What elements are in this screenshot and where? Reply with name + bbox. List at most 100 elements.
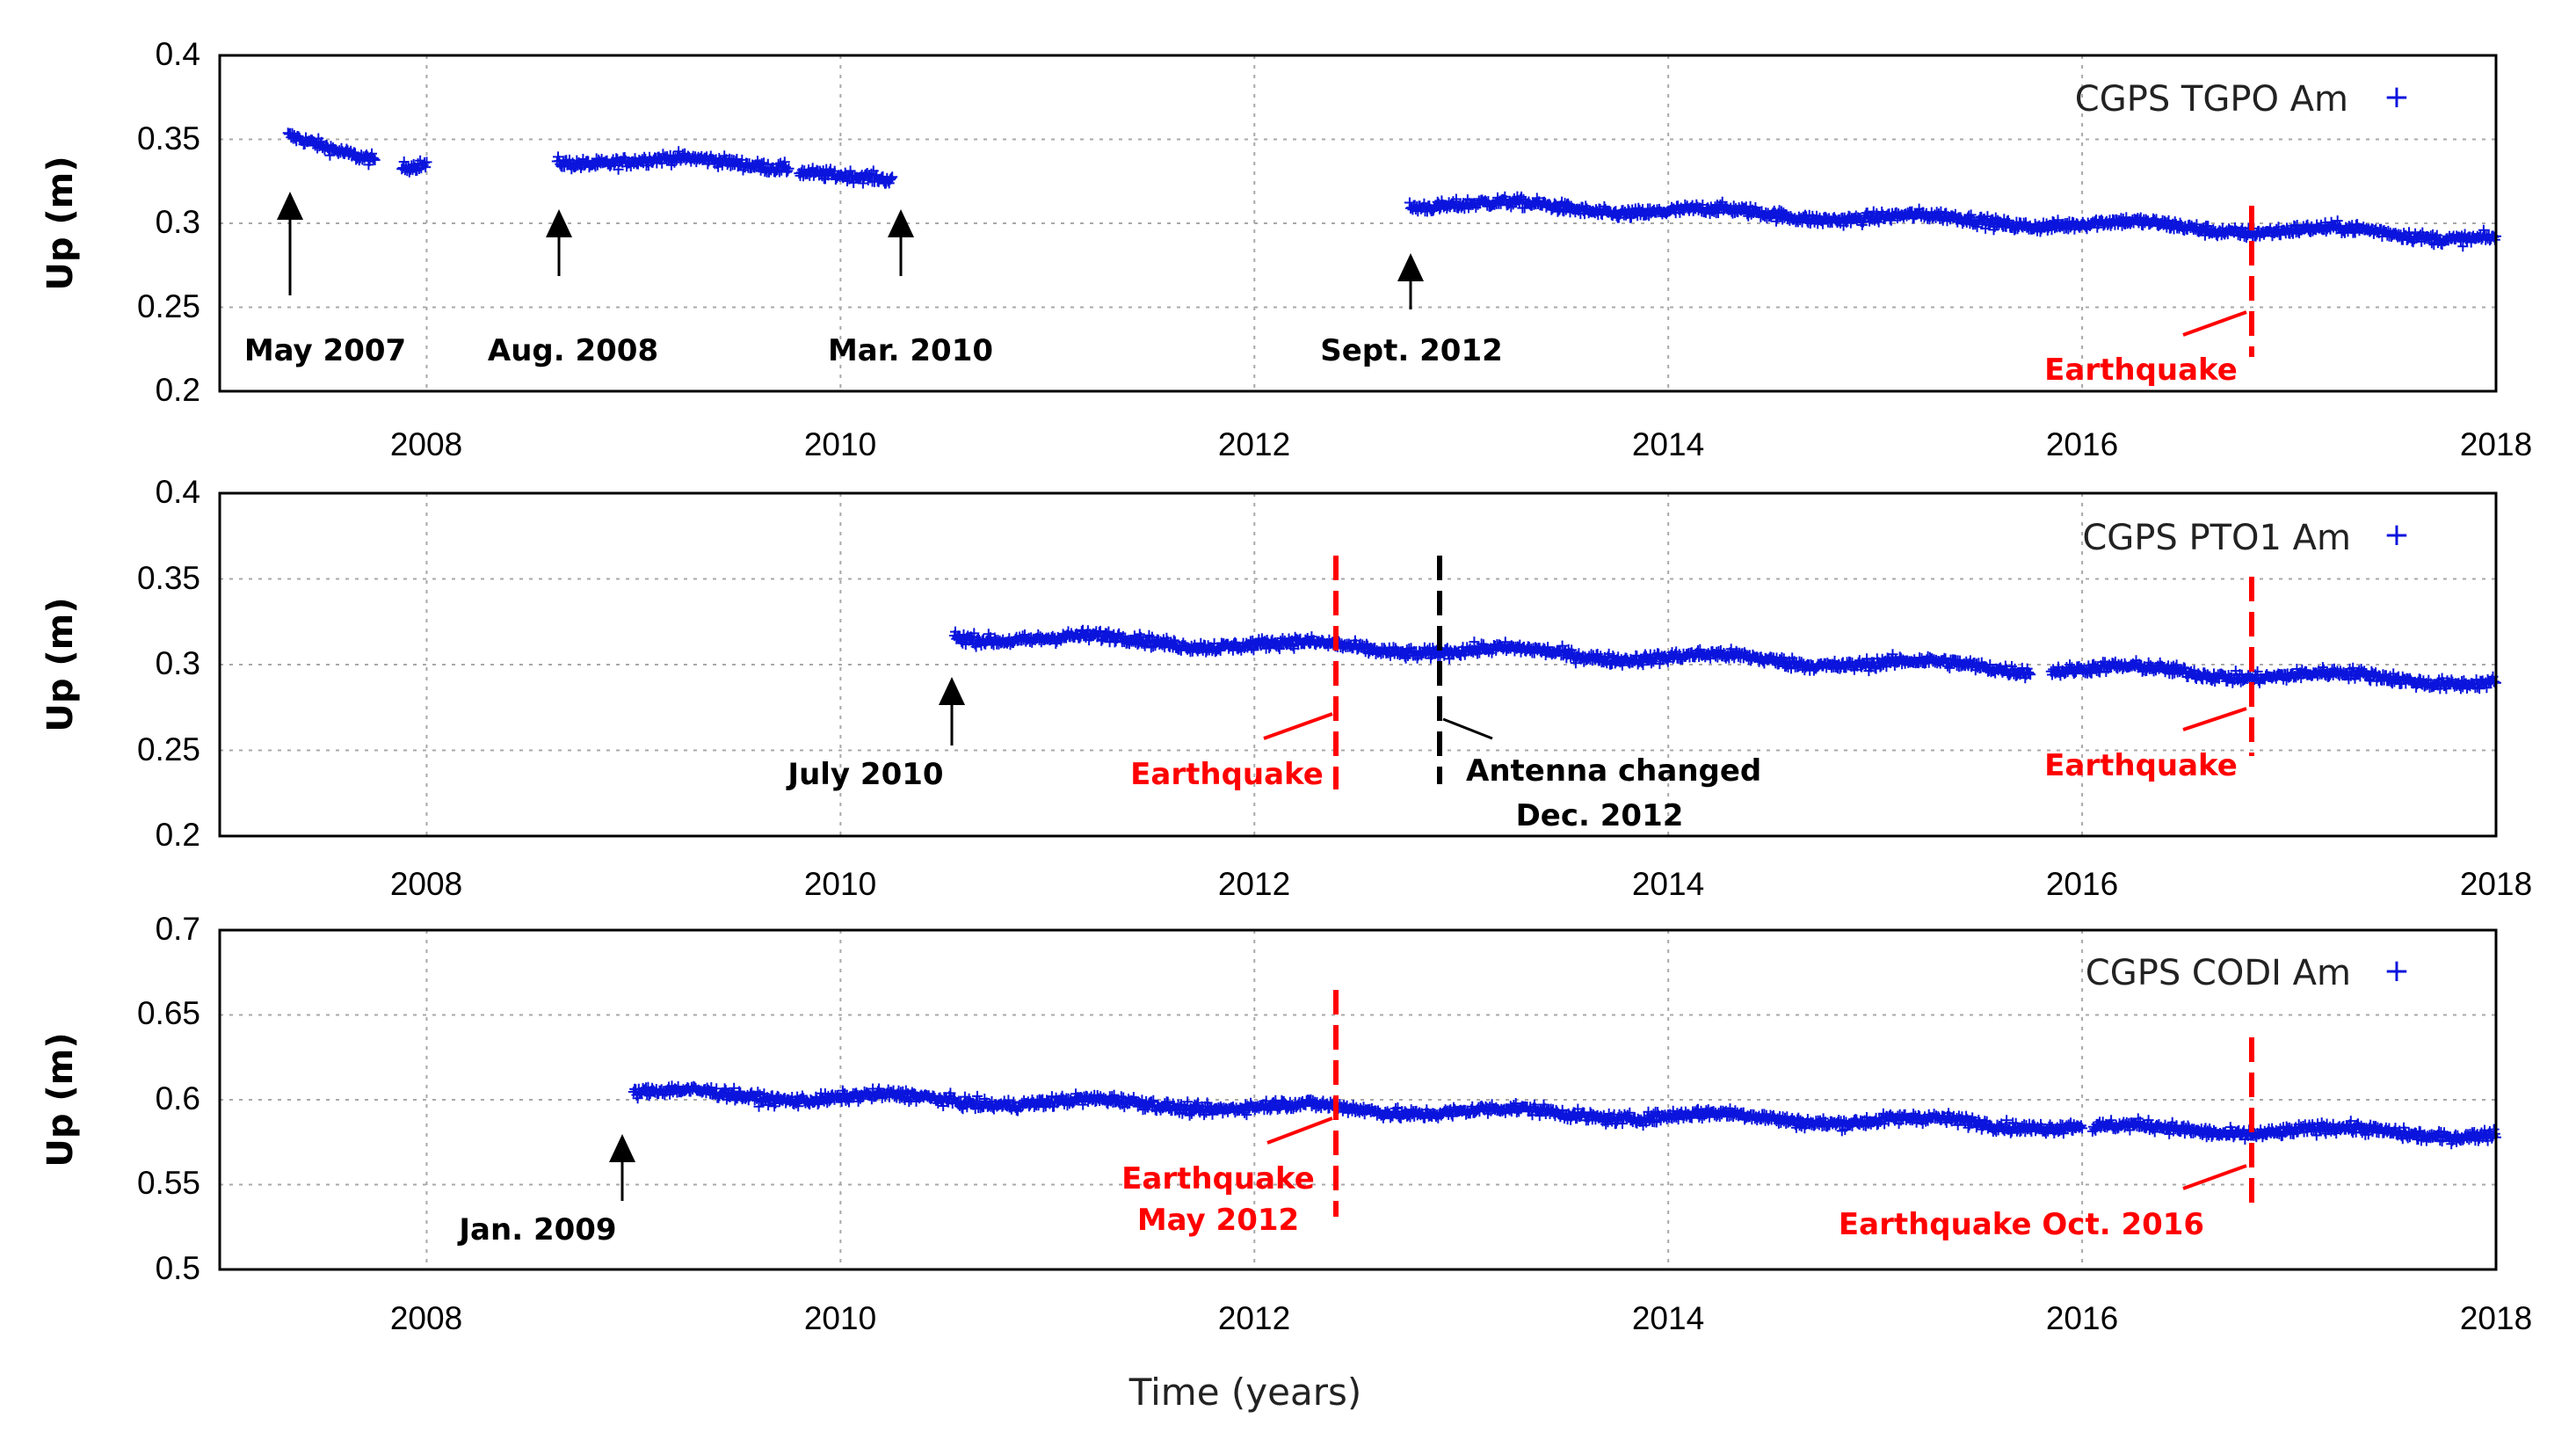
plot-frame-middle bbox=[218, 491, 2498, 838]
x-tick-label: 2012 bbox=[1218, 426, 1290, 462]
y-tick-label: 0.25 bbox=[137, 288, 200, 324]
x-tick-label: 2010 bbox=[804, 426, 876, 462]
annotation-may-2007: May 2007 bbox=[244, 333, 406, 368]
annotation-earthquake-middle: Earthquake bbox=[2044, 748, 2238, 783]
y-tick-labels-bottom: 0.5 0.55 0.6 0.65 0.7 bbox=[137, 911, 200, 1286]
annotation-antenna-date: Dec. 2012 bbox=[1516, 798, 1684, 833]
points-bottom bbox=[628, 1080, 2501, 1150]
x-axis-label: Time (years) bbox=[1128, 1371, 1362, 1414]
legend-marker: + bbox=[2384, 517, 2410, 553]
annotations-top: May 2007 Aug. 2008 Mar. 2010 Sept. 2012 … bbox=[244, 192, 2254, 388]
panel-middle: 0.2 0.25 0.3 0.35 0.4 2008 2010 2012 201… bbox=[40, 474, 2532, 902]
x-tick-label: 2014 bbox=[1632, 1300, 1704, 1336]
x-tick-label: 2012 bbox=[1218, 866, 1290, 902]
y-axis-label-top: Up (m) bbox=[40, 156, 81, 290]
x-tick-label: 2018 bbox=[2460, 1300, 2532, 1336]
x-tick-label: 2014 bbox=[1632, 866, 1704, 902]
legend-bottom: CGPS CODI Am + bbox=[2086, 953, 2410, 993]
data-point-cluster bbox=[794, 163, 898, 189]
annotation-july-2010: July 2010 bbox=[786, 757, 943, 792]
y-axis-label-bottom: Up (m) bbox=[40, 1032, 81, 1167]
annotation-aug-2008: Aug. 2008 bbox=[488, 333, 658, 368]
data-point-cluster bbox=[396, 155, 432, 178]
y-tick-label: 0.35 bbox=[137, 560, 200, 596]
annotation-jan-2009: Jan. 2009 bbox=[457, 1212, 616, 1247]
y-tick-label: 0.5 bbox=[156, 1250, 200, 1286]
x-tick-labels-middle: 2008 2010 2012 2014 2016 2018 bbox=[390, 866, 2532, 902]
panel-top: 0.2 0.25 0.3 0.35 0.4 2008 2010 2012 201… bbox=[40, 36, 2532, 462]
earthquake-pointer-middle bbox=[1263, 712, 1333, 740]
earthquake-pointer-bottom-2 bbox=[2182, 1164, 2247, 1190]
annotation-mar-2010: Mar. 2010 bbox=[828, 333, 993, 368]
legend-marker: + bbox=[2384, 79, 2410, 115]
annotation-may-2012-bottom: May 2012 bbox=[1137, 1203, 1299, 1238]
annotation-earthquake-top: Earthquake bbox=[2044, 353, 2238, 388]
x-tick-label: 2016 bbox=[2046, 1300, 2118, 1336]
y-tick-label: 0.25 bbox=[137, 731, 200, 767]
x-tick-label: 2012 bbox=[1218, 1300, 1290, 1336]
x-tick-label: 2010 bbox=[804, 866, 876, 902]
y-tick-label: 0.4 bbox=[156, 36, 200, 72]
x-tick-label: 2008 bbox=[390, 426, 462, 462]
y-tick-label: 0.55 bbox=[137, 1165, 200, 1201]
arrow-july-2010 bbox=[939, 677, 965, 745]
annotation-earthquake-may-2012: Earthquake bbox=[1130, 757, 1324, 792]
legend-label: CGPS PTO1 Am bbox=[2082, 518, 2351, 558]
annotations-middle: July 2010 Earthquake Antenna changed Dec… bbox=[786, 556, 2254, 833]
data-point-cluster bbox=[628, 1080, 2088, 1139]
arrow-may-2007 bbox=[277, 192, 303, 295]
y-tick-label: 0.6 bbox=[156, 1080, 200, 1116]
y-tick-label: 0.3 bbox=[156, 204, 200, 240]
legend-middle: CGPS PTO1 Am + bbox=[2082, 517, 2410, 558]
antenna-pointer bbox=[1442, 717, 1493, 740]
points-top bbox=[282, 127, 2501, 252]
arrow-mar-2010 bbox=[888, 209, 914, 276]
legend-label: CGPS TGPO Am bbox=[2075, 79, 2348, 120]
y-tick-label: 0.2 bbox=[156, 372, 200, 408]
data-point-cluster bbox=[282, 127, 381, 171]
points-middle bbox=[948, 624, 2501, 695]
arrow-sept-2012 bbox=[1397, 253, 1424, 309]
y-tick-label: 0.4 bbox=[156, 474, 200, 510]
annotation-earthquake-bottom: Earthquake bbox=[1121, 1161, 1315, 1196]
annotation-sept-2012: Sept. 2012 bbox=[1320, 333, 1503, 368]
x-tick-label: 2010 bbox=[804, 1300, 876, 1336]
x-tick-labels-top: 2008 2010 2012 2014 2016 2018 bbox=[390, 426, 2532, 462]
x-tick-label: 2016 bbox=[2046, 866, 2118, 902]
earthquake-pointer-middle-2 bbox=[2182, 707, 2247, 731]
earthquake-pointer-bottom bbox=[1266, 1116, 1333, 1145]
arrow-aug-2008 bbox=[546, 209, 572, 276]
x-tick-labels-bottom: 2008 2010 2012 2014 2016 2018 bbox=[390, 1300, 2532, 1336]
panel-bottom: 0.5 0.55 0.6 0.65 0.7 2008 2010 2012 201… bbox=[40, 911, 2532, 1414]
data-point-cluster bbox=[2045, 655, 2501, 695]
earthquake-pointer-top bbox=[2182, 310, 2247, 337]
data-point-cluster bbox=[948, 624, 2036, 684]
arrow-jan-2009 bbox=[609, 1134, 635, 1201]
x-tick-label: 2014 bbox=[1632, 426, 1704, 462]
x-tick-label: 2016 bbox=[2046, 426, 2118, 462]
y-tick-label: 0.65 bbox=[137, 995, 200, 1031]
data-point-cluster bbox=[551, 146, 795, 178]
legend-top: CGPS TGPO Am + bbox=[2075, 79, 2410, 120]
y-tick-labels-middle: 0.2 0.25 0.3 0.35 0.4 bbox=[137, 474, 200, 853]
grid-bottom bbox=[220, 930, 2496, 1269]
x-tick-label: 2018 bbox=[2460, 866, 2532, 902]
x-tick-label: 2008 bbox=[390, 1300, 462, 1336]
annotation-antenna-changed: Antenna changed bbox=[1466, 753, 1761, 789]
x-tick-label: 2008 bbox=[390, 866, 462, 902]
legend-label: CGPS CODI Am bbox=[2086, 953, 2351, 993]
x-tick-label: 2018 bbox=[2460, 426, 2532, 462]
data-point-cluster bbox=[2086, 1113, 2501, 1150]
legend-marker: + bbox=[2384, 953, 2410, 989]
data-point-cluster bbox=[1404, 191, 2501, 252]
y-axis-label-middle: Up (m) bbox=[40, 597, 81, 731]
y-tick-label: 0.3 bbox=[156, 645, 200, 681]
plot-frame-top bbox=[218, 54, 2498, 393]
plot-frame-bottom bbox=[218, 928, 2498, 1271]
y-tick-label: 0.2 bbox=[156, 817, 200, 853]
y-tick-labels-top: 0.2 0.25 0.3 0.35 0.4 bbox=[137, 36, 200, 408]
y-tick-label: 0.35 bbox=[137, 120, 200, 156]
y-tick-label: 0.7 bbox=[156, 911, 200, 947]
annotation-earthquake-oct-2016: Earthquake Oct. 2016 bbox=[1839, 1207, 2204, 1242]
